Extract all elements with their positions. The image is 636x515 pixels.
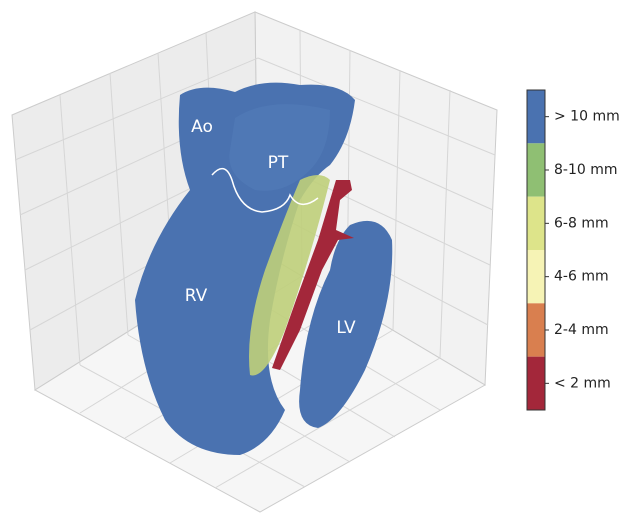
colorbar-label: 8-10 mm (554, 162, 618, 178)
colorbar: > 10 mm 8-10 mm 6-8 mm 4-6 mm 2-4 mm < 2 mm (527, 90, 620, 410)
colorbar-segment (527, 303, 545, 356)
colorbar-segment (527, 90, 545, 143)
colorbar-segment (527, 250, 545, 303)
colorbar-label: 4-6 mm (554, 269, 609, 285)
colorbar-label: 2-4 mm (554, 322, 609, 338)
label: Ao (191, 117, 213, 137)
label: RV (185, 286, 208, 306)
colorbar-segment (527, 197, 545, 250)
colorbar-segment (527, 357, 545, 410)
colorbar-label: 6-8 mm (554, 215, 609, 231)
colorbar-segment (527, 143, 545, 196)
label: PT (268, 153, 289, 173)
label: LV (336, 318, 356, 338)
colorbar-label: > 10 mm (554, 109, 620, 125)
figure: Ao PT RV LV > 10 mm 8-10 mm 6-8 mm 4-6 mm 2-… (0, 0, 636, 515)
colorbar-label: < 2 mm (554, 375, 611, 391)
